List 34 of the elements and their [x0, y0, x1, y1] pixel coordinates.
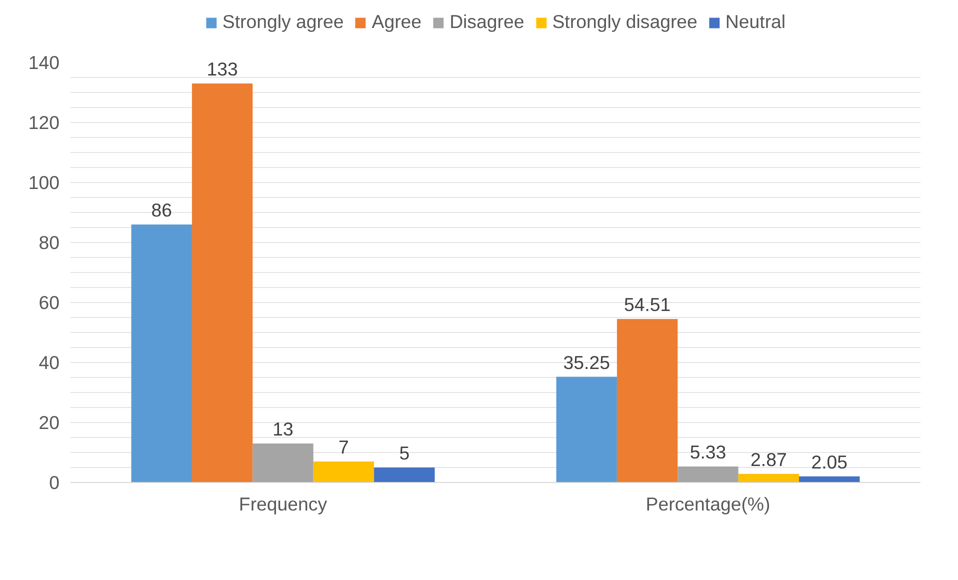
data-label: 35.25: [563, 352, 610, 373]
y-tick-label: 140: [28, 52, 60, 73]
legend-label: Agree: [372, 11, 422, 33]
y-tick-label: 80: [38, 232, 60, 253]
data-label: 5.33: [690, 442, 726, 463]
data-label: 54.51: [624, 294, 671, 315]
y-tick-label: 120: [28, 112, 60, 133]
y-tick-label: 100: [28, 172, 60, 193]
bar: [131, 224, 192, 482]
data-label: 86: [151, 200, 172, 220]
y-tick-label: 40: [38, 352, 60, 373]
bar: [252, 444, 314, 482]
data-label: 13: [272, 418, 294, 440]
data-label: 2.87: [750, 448, 787, 470]
bar: [738, 474, 800, 482]
data-label: 2.05: [811, 451, 848, 472]
data-label: 5: [399, 442, 410, 464]
bar: [616, 318, 678, 482]
legend-label: Neutral: [725, 11, 786, 33]
bar: [556, 376, 617, 482]
y-tick-label: 20: [38, 412, 60, 433]
data-label: 133: [206, 58, 238, 80]
bar: [374, 468, 435, 482]
y-tick-label: 0: [49, 472, 60, 493]
bar: [313, 462, 374, 482]
y-tick-label: 60: [38, 292, 60, 313]
bar: [678, 466, 738, 482]
x-tick-label: Frequency: [238, 494, 328, 514]
legend-label: Strongly agree: [222, 11, 344, 33]
data-label: 7: [338, 436, 349, 458]
legend-label: Disagree: [450, 11, 524, 33]
legend-label: Strongly disagree: [552, 11, 698, 33]
x-tick-label: Percentage(%): [646, 494, 770, 514]
bar: [192, 84, 253, 482]
